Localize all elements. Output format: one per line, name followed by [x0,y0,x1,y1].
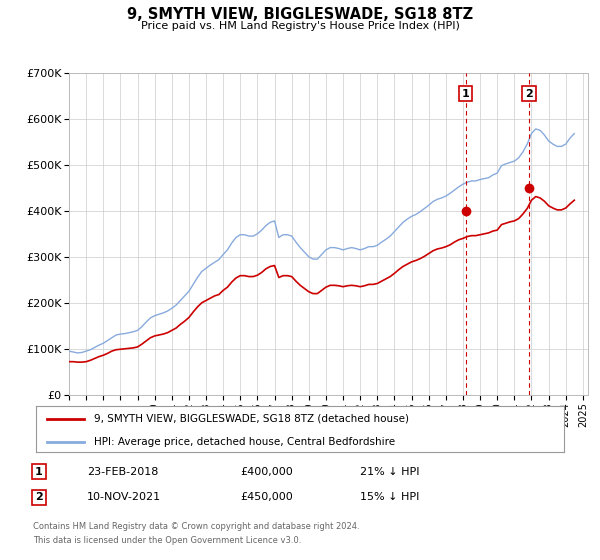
Text: Contains HM Land Registry data © Crown copyright and database right 2024.: Contains HM Land Registry data © Crown c… [33,522,359,531]
Text: 2: 2 [525,88,533,99]
Text: 23-FEB-2018: 23-FEB-2018 [87,466,158,477]
Text: £450,000: £450,000 [240,492,293,502]
Text: 10-NOV-2021: 10-NOV-2021 [87,492,161,502]
Text: 9, SMYTH VIEW, BIGGLESWADE, SG18 8TZ (detached house): 9, SMYTH VIEW, BIGGLESWADE, SG18 8TZ (de… [94,414,409,424]
Text: 1: 1 [35,466,43,477]
Text: 1: 1 [461,88,469,99]
Text: HPI: Average price, detached house, Central Bedfordshire: HPI: Average price, detached house, Cent… [94,437,395,447]
Text: 15% ↓ HPI: 15% ↓ HPI [360,492,419,502]
Text: 21% ↓ HPI: 21% ↓ HPI [360,466,419,477]
Text: 9, SMYTH VIEW, BIGGLESWADE, SG18 8TZ: 9, SMYTH VIEW, BIGGLESWADE, SG18 8TZ [127,7,473,22]
Text: Price paid vs. HM Land Registry's House Price Index (HPI): Price paid vs. HM Land Registry's House … [140,21,460,31]
Text: £400,000: £400,000 [240,466,293,477]
Text: This data is licensed under the Open Government Licence v3.0.: This data is licensed under the Open Gov… [33,536,301,545]
Text: 2: 2 [35,492,43,502]
